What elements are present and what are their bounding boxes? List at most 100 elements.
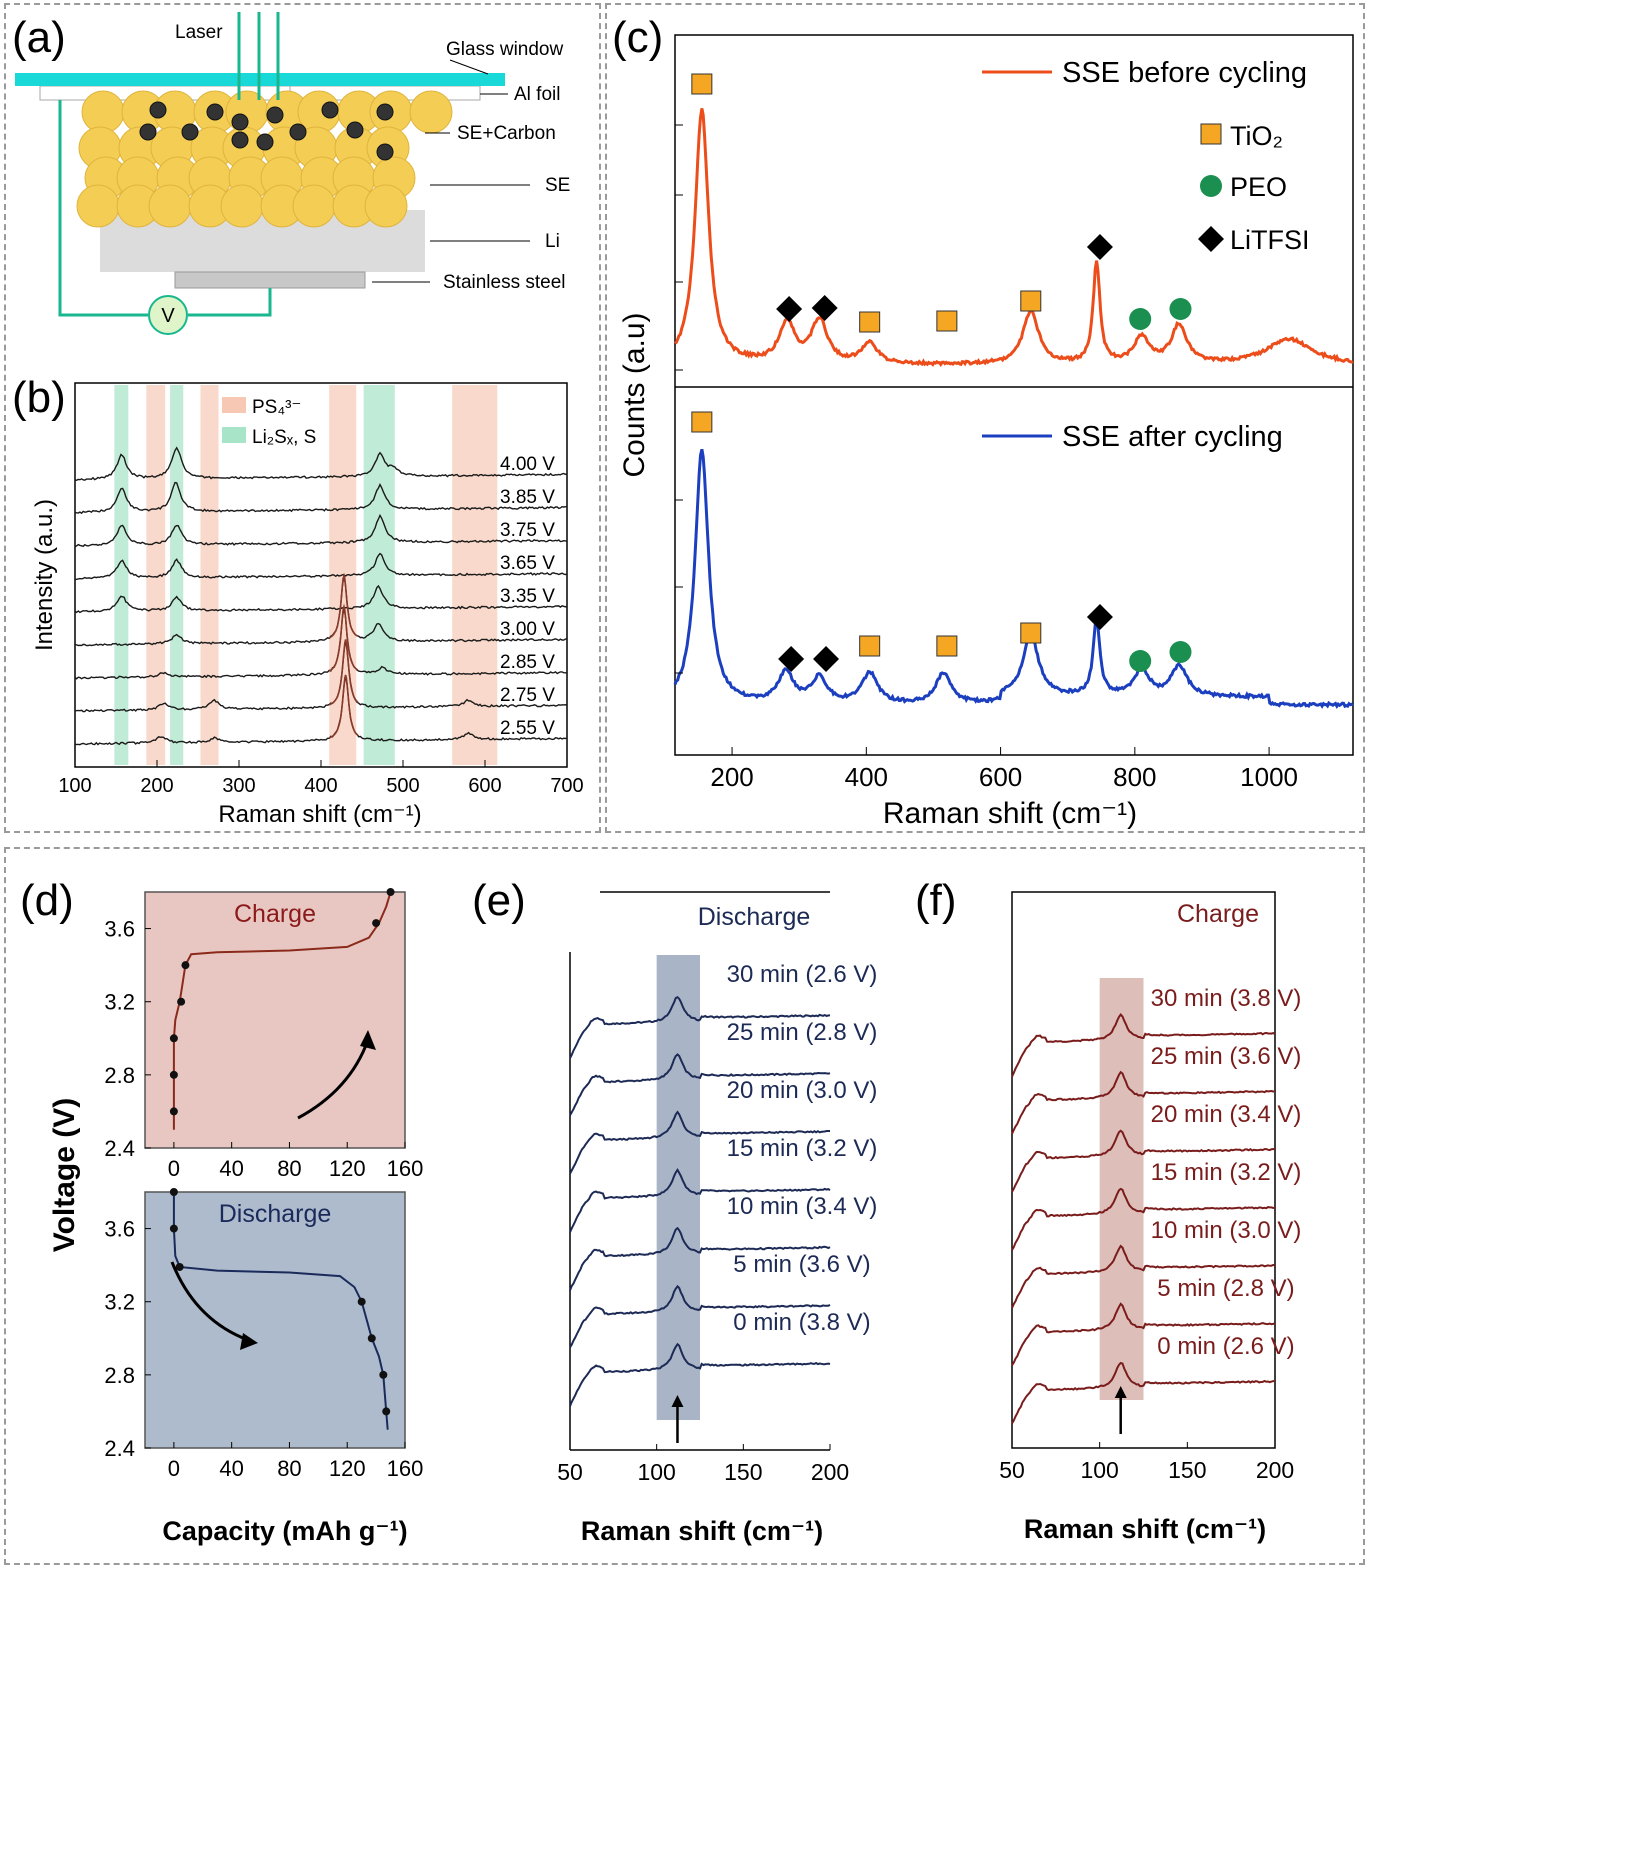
data-point	[169, 1034, 178, 1043]
y-tick-label: 3.2	[104, 1290, 135, 1315]
data-point	[177, 997, 186, 1006]
li-label: Li	[545, 231, 560, 252]
spectrum-line	[1011, 1187, 1276, 1251]
x-tick-label: 80	[277, 1456, 301, 1481]
y-tick-label: 2.4	[104, 1436, 135, 1461]
data-point	[386, 888, 395, 896]
chart-c-legend: SSE before cycling TiO₂ PEO LiTFSI SSE a…	[982, 57, 1310, 453]
x-tick-label: 80	[277, 1156, 301, 1181]
band-li2sx	[170, 385, 184, 765]
data-point	[169, 1188, 178, 1196]
spectrum-line	[1011, 1361, 1275, 1424]
marker-litfsi	[811, 295, 838, 321]
x-tick-label: 1000	[1240, 762, 1298, 792]
spectrum-peak-highlight	[328, 603, 359, 672]
spectrum-peak-highlight	[328, 572, 359, 639]
marker-tio2	[691, 73, 713, 95]
data-point	[169, 1070, 178, 1079]
carbon-particle	[321, 101, 339, 119]
x-tick-label: 120	[329, 1456, 366, 1481]
voltmeter-icon	[148, 295, 188, 335]
laser-beams	[237, 12, 280, 100]
voltage-label: 3.00 V	[500, 619, 555, 640]
se-particle	[409, 90, 453, 134]
chart-b-x-label: Raman shift (cm⁻¹)	[218, 801, 421, 828]
spectrum-line	[75, 639, 568, 713]
marker-peo	[1129, 650, 1152, 672]
se-particle	[220, 184, 264, 228]
chart-f-x-label: Raman shift (cm⁻¹)	[1024, 1514, 1266, 1544]
x-tick-label: 400	[304, 775, 337, 797]
chart-c-y-label: Counts (a.u)	[618, 312, 651, 477]
se-label: SE	[545, 175, 570, 196]
carbon-particle	[266, 106, 284, 124]
x-tick-label: 200	[140, 775, 173, 797]
spectrum-line	[569, 1284, 831, 1348]
x-tick-label: 600	[468, 775, 501, 797]
carbon-particle	[346, 121, 364, 139]
marker-tio2	[691, 411, 713, 433]
voltage-label: 3.85 V	[500, 487, 555, 508]
x-tick-label: 160	[387, 1156, 424, 1181]
spectrum-line	[74, 584, 568, 614]
marker-peo	[1169, 298, 1192, 320]
legend-marker-tio2	[1200, 123, 1222, 145]
x-tick-label: 150	[1168, 1457, 1206, 1483]
marker-litfsi	[1086, 234, 1113, 260]
frame-top-right	[605, 3, 1365, 833]
panel-label-b: (b)	[12, 373, 66, 422]
spectrum-line	[569, 1110, 830, 1175]
chart-b-spectra: 4.00 V 3.85 V 3.75 V 3.65 V 3.35 V 3.00 V 2.85…	[74, 446, 568, 746]
data-point	[169, 1107, 178, 1116]
arrow-discharge-icon	[170, 1261, 249, 1342]
x-tick-label: 160	[387, 1456, 424, 1481]
circuit-wire	[58, 100, 272, 317]
y-tick-label: 2.8	[104, 1363, 135, 1388]
x-tick-label: 40	[219, 1156, 243, 1181]
chart-f-plot: Charge 30 min (3.8 V) 25 min (3.6 V) 20 min…	[999, 891, 1302, 1483]
cell-schematic: V Laser Glass window Al foil SE+Carbon S…	[15, 12, 570, 335]
spectrum-line	[74, 607, 568, 680]
carbon-particle	[376, 143, 394, 161]
time-voltage-label: 0 min (2.6 V)	[1157, 1333, 1294, 1360]
subplot-bg-discharge	[144, 1191, 406, 1449]
arrow-head-icon	[240, 1333, 258, 1350]
x-tick-label: 100	[637, 1459, 675, 1485]
legend-swatch-ps4	[222, 397, 246, 413]
chart-c-frame	[674, 34, 1354, 756]
se-particle	[364, 184, 408, 228]
band-li2sx	[363, 385, 395, 765]
legend-label-li2sx: Li₂Sₓ, S	[252, 427, 316, 448]
x-tick-label: 500	[386, 775, 419, 797]
laser-label: Laser	[175, 22, 223, 43]
x-tick-label: 300	[222, 775, 255, 797]
spectrum-line-after	[673, 448, 1354, 709]
x-tick-label: 150	[724, 1459, 762, 1485]
band-li2sx	[114, 385, 129, 765]
time-voltage-label: 25 min (3.6 V)	[1151, 1043, 1302, 1070]
stainless-steel-label: Stainless steel	[443, 272, 566, 293]
chart-f: Charge 30 min (3.8 V) 25 min (3.6 V) 20 min…	[999, 891, 1302, 1544]
data-point	[169, 1224, 178, 1233]
subplot-title-discharge: Discharge	[219, 1200, 332, 1228]
x-tick-label: 800	[1113, 762, 1156, 792]
legend-marker-litfsi	[1198, 226, 1224, 252]
arrow-head-icon	[360, 1030, 376, 1050]
chart-b-bands	[114, 385, 498, 765]
time-voltage-label: 30 min (3.8 V)	[1151, 985, 1302, 1012]
voltage-label: 2.75 V	[500, 685, 555, 706]
legend-label-tio2: TiO₂	[1230, 121, 1283, 151]
al-foil-label: Al foil	[514, 84, 560, 105]
legend-label-ps4: PS₄³⁻	[252, 397, 301, 418]
chart-b: 4.00 V 3.85 V 3.75 V 3.65 V 3.35 V 3.00 V 2.85…	[31, 382, 584, 828]
marker-litfsi	[776, 296, 803, 322]
x-tick-label: 50	[999, 1457, 1025, 1483]
stainless-steel-plate	[174, 271, 366, 289]
time-voltage-label: 15 min (3.2 V)	[727, 1135, 878, 1162]
voltage-label: 3.35 V	[500, 586, 555, 607]
x-tick-label: 40	[219, 1456, 243, 1481]
spectrum-line	[1011, 1244, 1276, 1309]
chart-e: Discharge 30 min (2.6 V) 25 min (2.8 V) 20 …	[557, 891, 878, 1546]
chart-d-subplots: Charge 0 40 80 120 160 2.4 2.8 3.2 3.6 Discharge 0 4…	[104, 888, 423, 1481]
